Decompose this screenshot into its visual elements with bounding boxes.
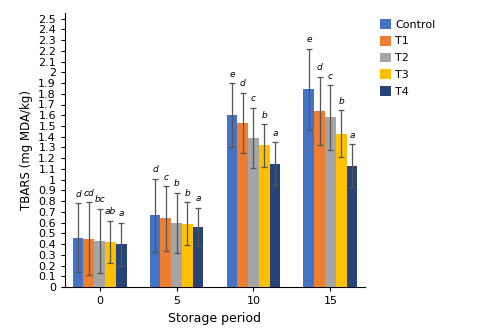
Text: e: e: [306, 35, 312, 44]
Bar: [192, 227, 203, 287]
Bar: [259, 145, 270, 287]
Bar: [270, 164, 280, 287]
Text: d: d: [152, 165, 158, 174]
Text: c: c: [251, 94, 256, 103]
Text: b: b: [262, 111, 267, 119]
Bar: [72, 238, 84, 287]
Y-axis label: TBARS (mg MDA/kg): TBARS (mg MDA/kg): [20, 90, 32, 210]
Text: a: a: [349, 131, 354, 140]
X-axis label: Storage period: Storage period: [168, 312, 262, 325]
Bar: [325, 117, 336, 287]
Bar: [336, 134, 346, 287]
Bar: [182, 224, 192, 287]
Bar: [94, 241, 105, 287]
Text: c: c: [328, 72, 333, 81]
Bar: [160, 218, 171, 287]
Bar: [346, 166, 358, 287]
Text: d: d: [240, 80, 246, 88]
Bar: [304, 89, 314, 287]
Text: b: b: [338, 97, 344, 106]
Legend: Control, T1, T2, T3, T4: Control, T1, T2, T3, T4: [380, 19, 436, 97]
Bar: [248, 138, 259, 287]
Bar: [105, 242, 116, 287]
Bar: [238, 123, 248, 287]
Text: d: d: [75, 190, 81, 199]
Text: b: b: [174, 179, 180, 188]
Text: c: c: [164, 173, 168, 182]
Text: a: a: [272, 129, 278, 138]
Bar: [84, 239, 94, 287]
Bar: [150, 215, 160, 287]
Text: e: e: [229, 70, 234, 79]
Text: a: a: [196, 194, 201, 203]
Text: bc: bc: [94, 195, 105, 204]
Bar: [171, 223, 182, 287]
Text: ab: ab: [105, 207, 116, 216]
Text: d: d: [316, 63, 322, 72]
Bar: [314, 111, 325, 287]
Text: a: a: [118, 209, 124, 218]
Text: cd: cd: [84, 189, 94, 198]
Bar: [226, 115, 237, 287]
Bar: [116, 244, 126, 287]
Text: b: b: [184, 189, 190, 198]
